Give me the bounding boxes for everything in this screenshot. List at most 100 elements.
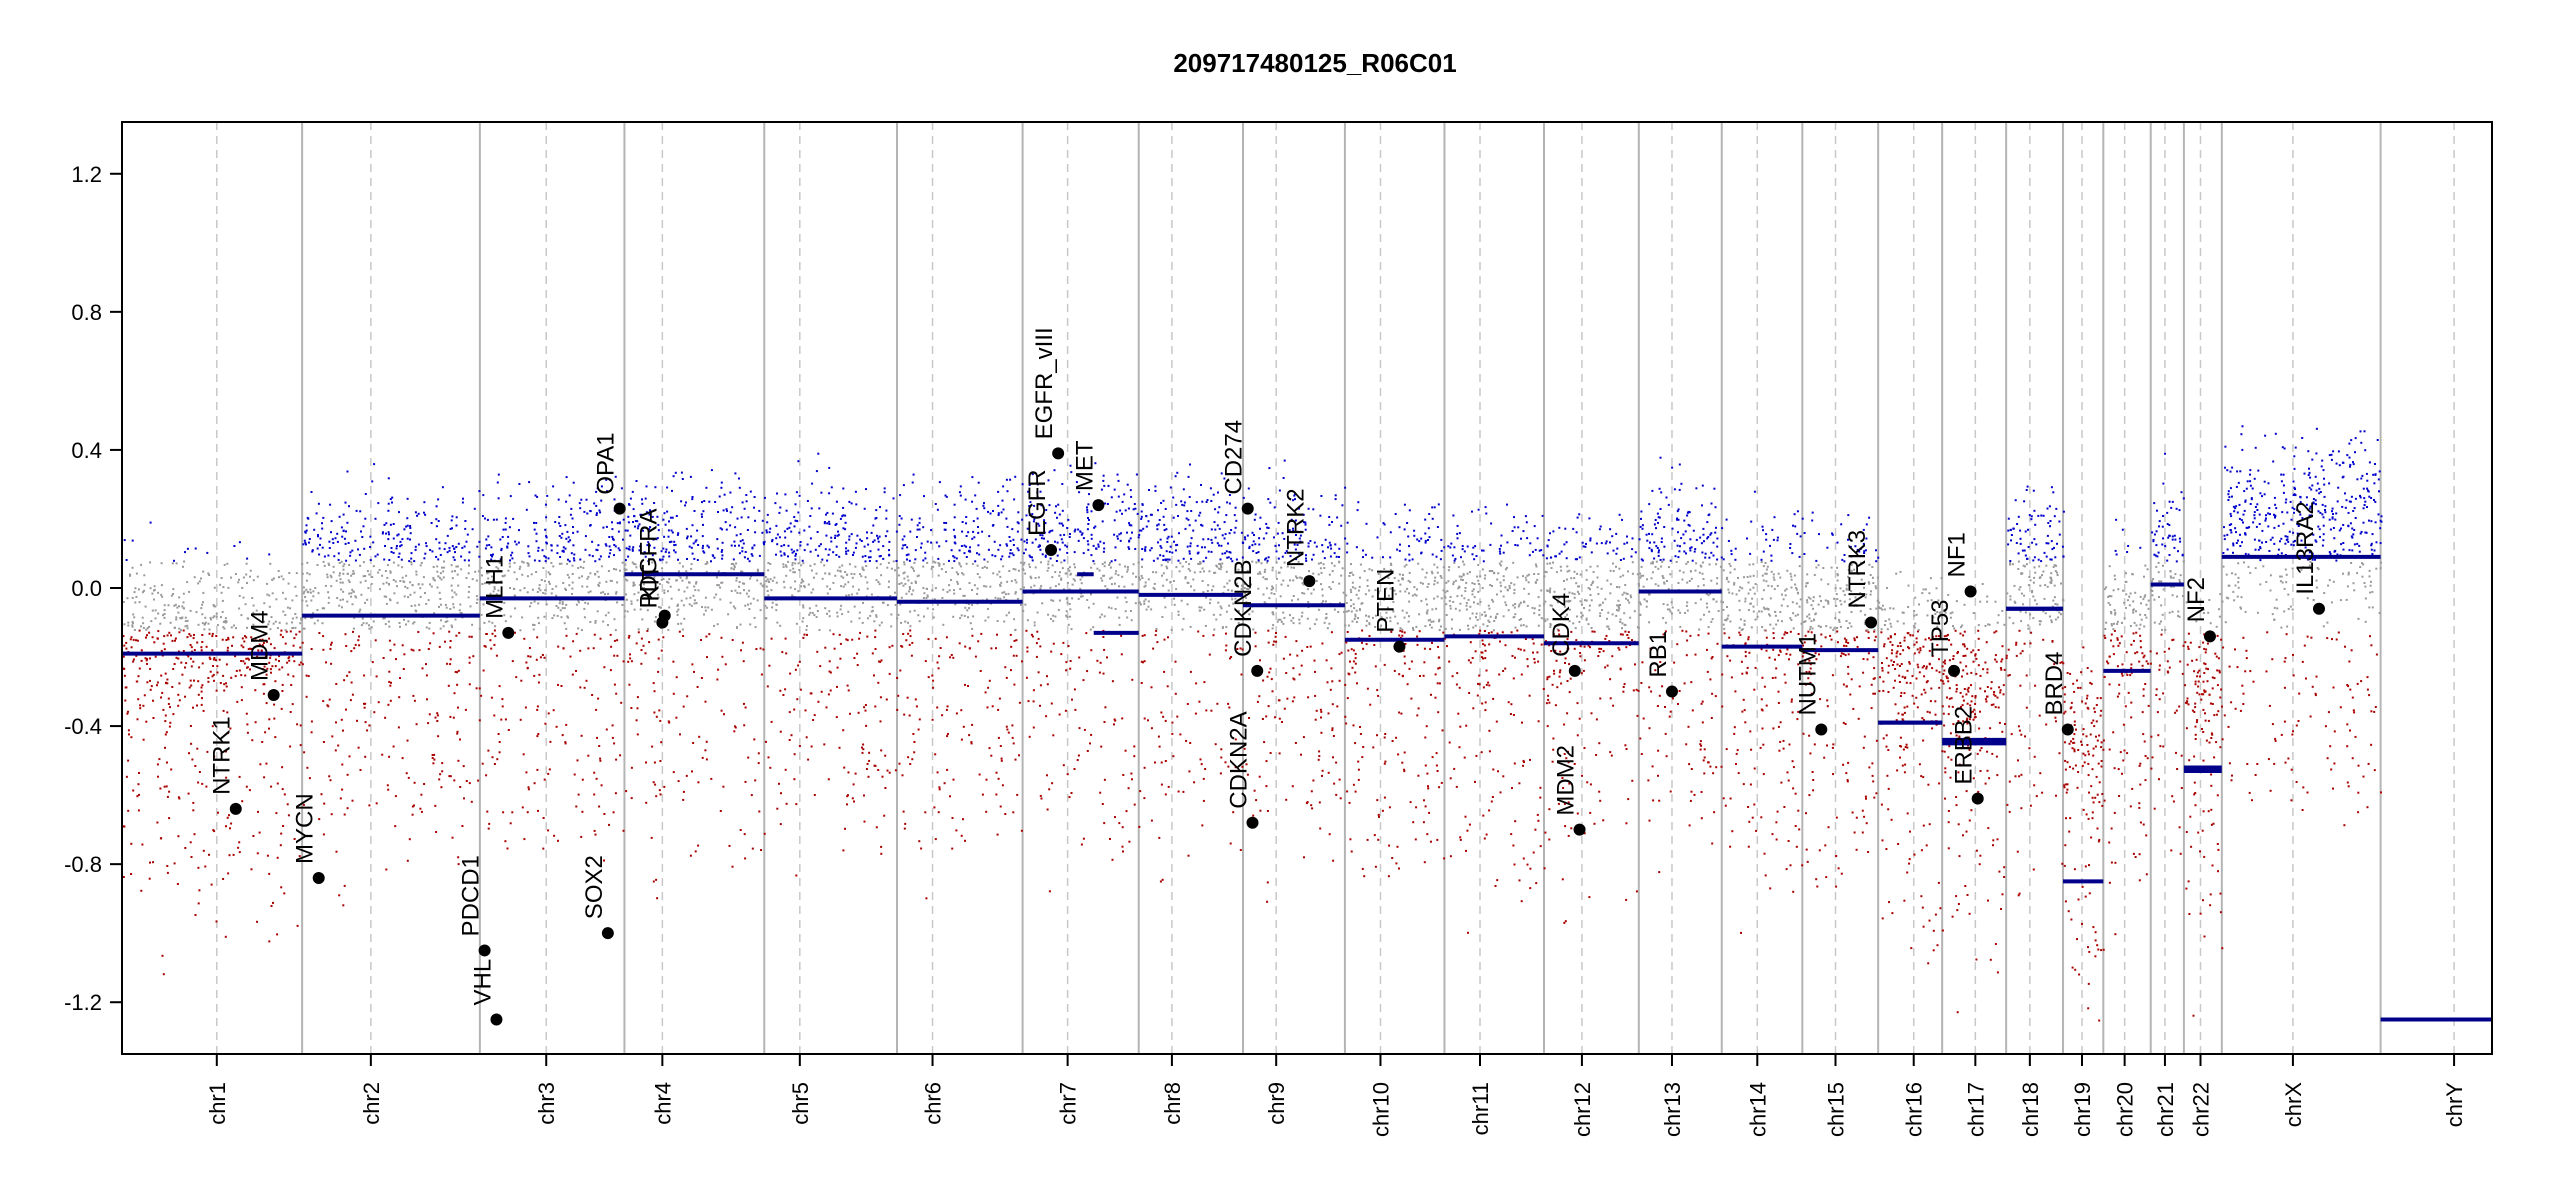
probe-point <box>424 592 426 594</box>
probe-point <box>721 549 724 552</box>
probe-point <box>953 560 956 563</box>
probe-point <box>1110 576 1113 579</box>
probe-point <box>834 574 837 577</box>
probe-point <box>997 490 1000 493</box>
probe-point <box>512 517 515 520</box>
probe-point <box>1421 568 1424 571</box>
probe-point <box>734 726 737 729</box>
probe-point <box>1322 563 1325 566</box>
probe-point <box>706 656 708 659</box>
probe-point <box>632 582 635 585</box>
probe-point <box>1138 601 1141 604</box>
probe-point <box>1225 570 1228 573</box>
probe-point <box>386 784 389 787</box>
probe-point <box>503 601 506 604</box>
probe-point <box>842 585 845 588</box>
probe-point <box>500 580 503 583</box>
probe-point <box>1398 549 1401 552</box>
probe-point <box>1173 603 1176 606</box>
probe-point <box>1013 683 1016 686</box>
probe-point <box>926 594 929 597</box>
probe-point <box>1090 566 1093 569</box>
probe-point <box>132 789 135 792</box>
probe-point <box>1144 598 1147 601</box>
probe-point <box>953 503 956 506</box>
probe-point <box>1162 499 1165 502</box>
probe-point <box>289 711 292 713</box>
probe-point <box>807 583 810 586</box>
probe-point <box>438 547 441 550</box>
probe-point <box>463 797 465 800</box>
probe-point <box>984 619 987 622</box>
probe-point <box>242 660 245 663</box>
probe-point <box>1088 493 1090 496</box>
probe-point <box>877 681 880 684</box>
probe-point <box>1065 669 1068 672</box>
probe-point <box>1168 550 1171 553</box>
probe-point <box>863 507 866 510</box>
probe-point <box>1066 545 1068 548</box>
probe-point <box>222 586 225 589</box>
probe-point <box>453 558 456 561</box>
probe-point <box>444 620 447 623</box>
probe-point <box>252 611 255 614</box>
probe-point <box>350 650 353 653</box>
probe-point <box>542 817 545 819</box>
probe-point <box>1081 595 1084 598</box>
probe-point <box>1102 474 1105 477</box>
probe-point <box>378 569 381 571</box>
probe-point <box>1350 605 1352 608</box>
probe-point <box>458 609 461 612</box>
probe-point <box>1265 760 1268 763</box>
probe-point <box>1350 571 1353 574</box>
probe-point <box>985 810 988 813</box>
probe-point <box>771 540 774 543</box>
probe-point <box>920 546 922 549</box>
probe-point <box>1101 579 1104 582</box>
probe-point <box>572 640 575 643</box>
probe-point <box>1090 554 1093 557</box>
probe-point <box>628 634 631 637</box>
probe-point <box>339 581 342 584</box>
probe-point <box>1244 596 1247 599</box>
probe-point <box>1087 517 1089 519</box>
probe-point <box>1127 787 1130 790</box>
probe-point <box>1252 814 1255 817</box>
probe-point <box>212 658 215 661</box>
probe-point <box>973 536 976 539</box>
probe-point <box>846 803 848 806</box>
probe-point <box>813 714 816 717</box>
probe-point <box>971 627 974 630</box>
probe-point <box>140 563 143 566</box>
probe-point <box>1074 528 1077 531</box>
probe-point <box>284 597 287 600</box>
probe-point <box>1275 561 1278 564</box>
probe-point <box>842 527 845 530</box>
probe-point <box>676 605 679 607</box>
probe-point <box>1401 634 1404 637</box>
probe-point <box>538 673 541 676</box>
probe-point <box>685 576 688 579</box>
probe-point <box>166 795 169 798</box>
probe-point <box>969 546 971 549</box>
probe-point <box>831 512 834 515</box>
probe-point <box>747 756 750 759</box>
probe-point <box>1293 678 1296 681</box>
probe-point <box>999 584 1002 587</box>
probe-point <box>958 642 961 645</box>
probe-point <box>938 545 941 548</box>
probe-point <box>1175 544 1178 547</box>
probe-point <box>689 475 692 478</box>
probe-point <box>392 579 395 581</box>
probe-point <box>562 549 565 552</box>
probe-point <box>1150 608 1153 611</box>
probe-point <box>783 586 786 589</box>
probe-point <box>165 731 168 734</box>
probe-point <box>1365 624 1368 627</box>
probe-point <box>1203 570 1205 573</box>
probe-point <box>300 617 303 620</box>
probe-point <box>432 762 435 765</box>
probe-point <box>1254 631 1257 634</box>
probe-point <box>419 807 422 810</box>
probe-point <box>136 639 139 642</box>
